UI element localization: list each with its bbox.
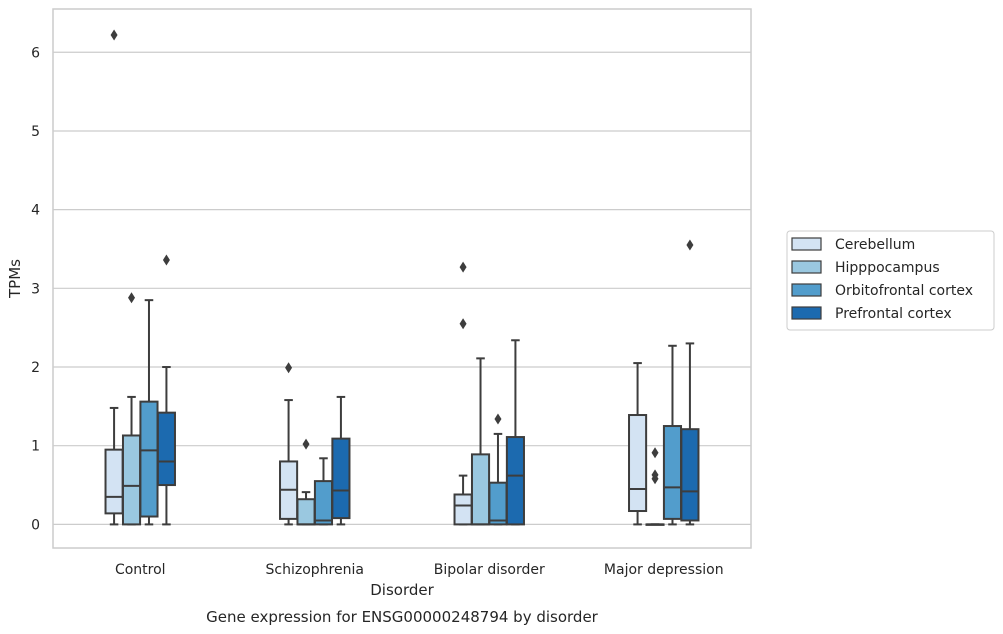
- box-plot: [645, 447, 665, 526]
- y-tick-labels: 0 1 2 3 4 5 6: [31, 45, 40, 533]
- box-iqr: [662, 425, 683, 520]
- x-axis-label: Disorder: [370, 581, 434, 599]
- outlier-point: [459, 261, 467, 273]
- box-iqr: [313, 480, 334, 526]
- box-iqr: [680, 428, 700, 522]
- box-plot: [139, 299, 159, 526]
- box-plot: [628, 362, 648, 526]
- box-plot: [296, 438, 316, 526]
- box-plot: [453, 261, 473, 526]
- legend-swatch: [791, 283, 822, 297]
- legend-label: Orbitofrontal cortex: [835, 283, 973, 299]
- box-iqr: [296, 498, 316, 526]
- outlier-point: [651, 447, 659, 459]
- outlier-point: [494, 413, 502, 425]
- legend-swatch: [791, 237, 822, 251]
- x-tick-label: Major depression: [604, 562, 724, 578]
- legend-swatch: [791, 306, 822, 320]
- box-iqr: [470, 453, 491, 526]
- legend-frame: [786, 230, 995, 331]
- box-iqr: [331, 437, 351, 520]
- box-plot: [488, 413, 508, 526]
- legend-label: Hipppocampus: [835, 260, 940, 276]
- y-tick-label: 4: [31, 203, 40, 219]
- y-tick-label: 1: [31, 439, 40, 455]
- y-tick-label: 5: [31, 124, 40, 140]
- y-tick-label: 2: [31, 360, 40, 376]
- box-iqr: [505, 436, 525, 526]
- box-series: [104, 29, 700, 526]
- x-tick-labels: Control Schizophrenia Bipolar disorder Majo…: [115, 562, 724, 578]
- box-plot: [104, 29, 124, 526]
- outlier-point: [128, 292, 136, 304]
- box-plot: [313, 457, 334, 526]
- outlier-point: [302, 438, 310, 450]
- outlier-point: [651, 469, 659, 481]
- plot-frame: [52, 8, 752, 549]
- outlier-point: [110, 29, 118, 41]
- y-axis-label: TPMs: [6, 259, 24, 299]
- y-tick-label: 0: [31, 517, 40, 533]
- y-tick-label: 3: [31, 281, 40, 297]
- box-plot: [156, 254, 176, 526]
- box-plot: [680, 239, 700, 526]
- box-iqr: [121, 434, 142, 526]
- box-plot: [505, 339, 525, 526]
- legend-label: Prefrontal cortex: [835, 306, 952, 322]
- box-iqr: [104, 448, 124, 515]
- box-iqr: [453, 493, 473, 526]
- x-tick-label: Schizophrenia: [266, 562, 364, 578]
- box-plot: [331, 395, 351, 526]
- box-plot: [279, 362, 299, 526]
- box-iqr: [628, 414, 648, 513]
- box-plot: [662, 344, 683, 526]
- box-iqr: [156, 411, 176, 487]
- outlier-point: [459, 318, 467, 330]
- box-iqr: [488, 481, 508, 526]
- box-iqr: [139, 400, 159, 518]
- outlier-point: [285, 362, 293, 374]
- x-tick-label: Bipolar disorder: [434, 562, 545, 578]
- legend-label: Cerebellum: [835, 237, 915, 253]
- outlier-point: [686, 239, 694, 251]
- legend-swatch: [791, 260, 822, 274]
- y-tick-label: 6: [31, 45, 40, 61]
- outlier-point: [162, 254, 170, 266]
- x-tick-label: Control: [115, 562, 166, 578]
- legend: Cerebellum Hipppocampus Orbitofrontal cort…: [786, 230, 995, 331]
- chart-caption: Gene expression for ENSG00000248794 by d…: [206, 608, 599, 626]
